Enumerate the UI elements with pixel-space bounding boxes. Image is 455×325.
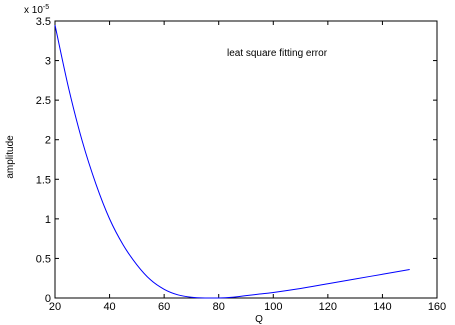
y-exponent-label: x 10-5 [24, 4, 49, 16]
series-line [54, 24, 410, 299]
y-tick-label: 3 [45, 56, 51, 68]
data-point [259, 294, 260, 295]
x-tick-label: 40 [103, 301, 115, 313]
data-point [55, 24, 56, 25]
data-point [409, 269, 410, 270]
data-point [109, 218, 110, 219]
data-point [246, 295, 247, 296]
y-tick-label: 0.5 [36, 253, 51, 265]
data-point [95, 184, 96, 185]
x-tick-label: 80 [213, 301, 225, 313]
annotation-text: leat square fitting error [227, 48, 328, 59]
data-point [123, 244, 124, 245]
data-point [150, 279, 151, 280]
x-tick-label: 160 [428, 301, 446, 313]
y-tick-label: 0 [45, 293, 51, 305]
x-tick-label: 140 [373, 301, 391, 313]
y-exponent-base: x 10 [24, 5, 43, 16]
x-tick-label: 100 [264, 301, 282, 313]
data-point [68, 88, 69, 89]
data-point [177, 294, 178, 295]
y-tick-label: 1.5 [36, 174, 51, 186]
data-point [382, 274, 383, 275]
x-tick-label: 120 [319, 301, 337, 313]
y-tick-label: 1 [45, 214, 51, 226]
x-axis-label: Q [255, 314, 263, 325]
data-point [164, 289, 165, 290]
x-tick-label: 20 [49, 301, 61, 313]
y-axis-label: amplitude [5, 135, 16, 179]
data-point [136, 264, 137, 265]
y-tick-label: 2 [45, 135, 51, 147]
x-tick-label: 60 [158, 301, 170, 313]
data-point [300, 288, 301, 289]
data-point [355, 279, 356, 280]
y-tick-label: 2.5 [36, 95, 51, 107]
y-exponent-power: -5 [43, 4, 49, 11]
axes: 20 40 60 80 100 120 140 160 0 0.5 1 1.5 2 2.5 3 3.5 [36, 16, 446, 313]
data-point [205, 298, 206, 299]
data-point [218, 298, 219, 299]
plot-area-box [54, 20, 438, 299]
data-point [327, 283, 328, 284]
data-point [191, 297, 192, 298]
y-tick-label: 3.5 [36, 16, 51, 28]
series-layer [54, 24, 410, 299]
data-point [232, 297, 233, 298]
data-point [273, 292, 274, 293]
data-point [82, 141, 83, 142]
